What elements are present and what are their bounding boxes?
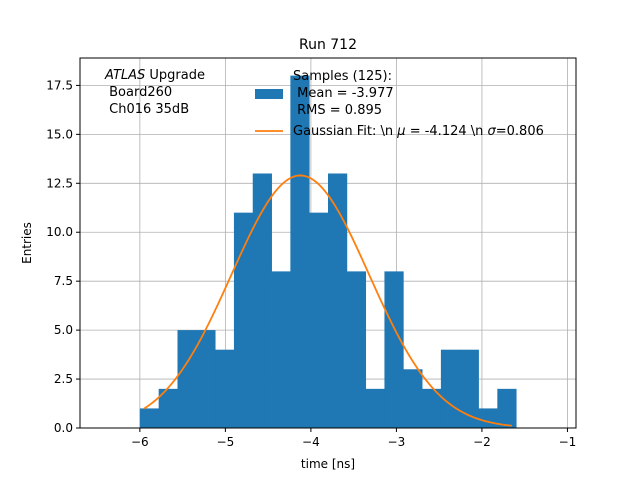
gaussian-fit [143, 174, 512, 427]
y-tick-label: 15.0 [46, 127, 73, 141]
legend-fit-sigma: σ [488, 124, 497, 139]
histogram-bars [139, 75, 517, 428]
histogram-bar [346, 271, 367, 428]
y-tick-label: 5.0 [54, 323, 73, 337]
x-tick-label: −6 [131, 435, 149, 449]
legend-fit-prefix: Gaussian Fit: \n [293, 124, 397, 139]
histogram-bar [403, 369, 423, 428]
histogram-bar [497, 388, 517, 428]
annotation-line-2: Board260 [105, 85, 172, 100]
legend-hist-line-1: Samples (125): [293, 69, 392, 84]
histogram-bar [422, 388, 442, 428]
y-tick-label: 2.5 [54, 372, 73, 386]
x-tick-label: −2 [473, 435, 491, 449]
histogram-bar [177, 330, 197, 428]
legend-hist-line-3: RMS = 0.895 [293, 103, 382, 118]
x-axis-label: time [ns] [301, 457, 355, 471]
histogram-bar [215, 349, 235, 428]
legend-fit-label: Gaussian Fit: \n μ = -4.124 \n σ=0.806 [293, 124, 544, 139]
histogram-bar [139, 408, 160, 428]
x-tick-label: −1 [559, 435, 577, 449]
histogram-bar [196, 330, 216, 428]
x-tick-label: −5 [217, 435, 235, 449]
plot-frame [79, 57, 577, 429]
y-tick-label: 12.5 [46, 176, 73, 190]
y-tick-label: 0.0 [54, 421, 73, 435]
legend-fit-suffix: =0.806 [496, 124, 544, 139]
histogram-bar [271, 271, 291, 428]
annotation-line-3: Ch016 35dB [105, 102, 189, 117]
legend-fit-mu: μ [396, 124, 405, 139]
legend-hist-swatch [255, 89, 283, 99]
y-tick-label: 10.0 [46, 225, 73, 239]
histogram-bar [440, 349, 461, 428]
histogram-bar [290, 75, 310, 428]
histogram-bar [365, 388, 385, 428]
atlas-annotation: ATLAS Upgrade Board260 Ch016 35dB [104, 68, 205, 117]
histogram-bar [252, 173, 272, 428]
x-tick-label: −4 [302, 435, 320, 449]
chart-title: Run 712 [299, 37, 357, 53]
histogram-bar [328, 173, 348, 428]
histogram-bar [384, 271, 404, 428]
legend-fit-mid: = -4.124 \n [406, 124, 488, 139]
annotation-line-1: ATLAS Upgrade [104, 68, 205, 83]
y-tick-label: 17.5 [46, 78, 73, 92]
annotation-upgrade: Upgrade [145, 68, 205, 83]
histogram-bar [158, 388, 178, 428]
histogram-bar [459, 349, 479, 428]
histogram-bar [309, 212, 329, 428]
y-tick-label: 7.5 [54, 274, 73, 288]
annotation-atlas: ATLAS [104, 68, 145, 83]
gaussian-fit-curve [143, 174, 512, 427]
histogram-bar [478, 408, 498, 428]
y-axis-label: Entries [20, 222, 34, 264]
axis-ticks: −6 −5 −4 −3 −2 −1 0.0 2.5 5.0 7.5 10.0 12.5 15.0 17.5 [46, 78, 576, 449]
x-tick-label: −3 [388, 435, 406, 449]
histogram-bar [233, 212, 254, 428]
legend-hist-line-2: Mean = -3.977 [293, 86, 394, 101]
legend: Samples (125): Mean = -3.977 RMS = 0.895… [255, 69, 544, 139]
